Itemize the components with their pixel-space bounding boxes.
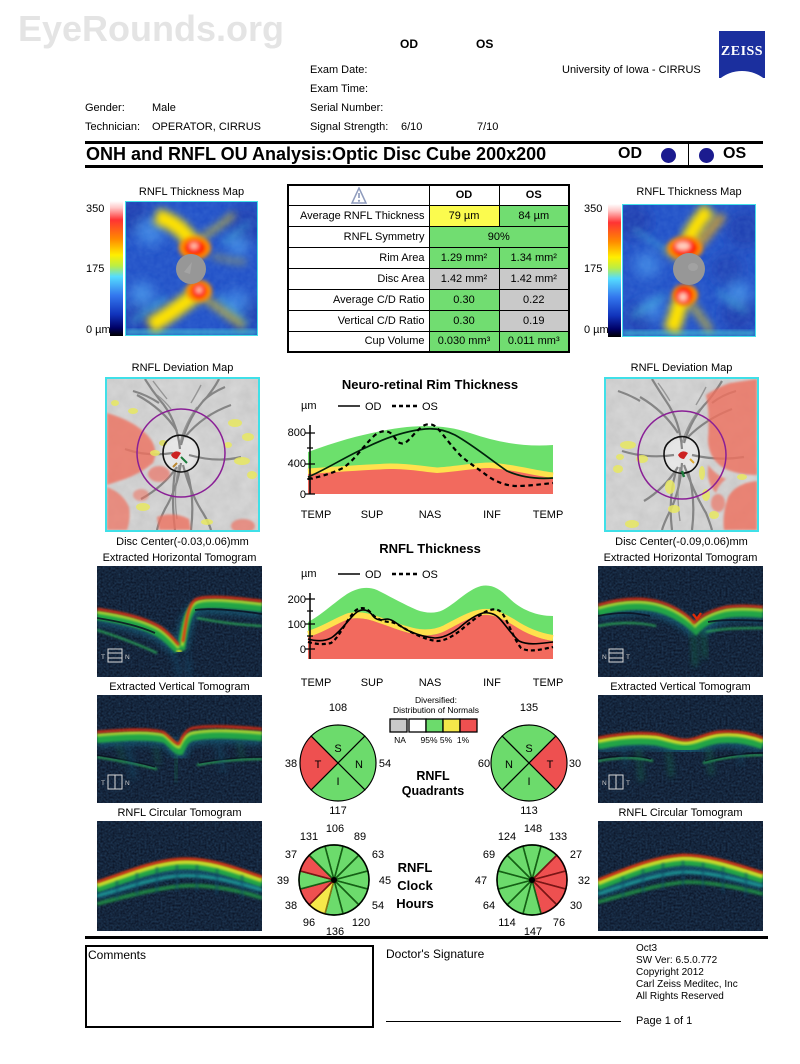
svg-text:SUP: SUP xyxy=(361,509,384,521)
svg-text:54: 54 xyxy=(372,900,384,912)
svg-text:TEMP: TEMP xyxy=(533,509,564,521)
svg-text:N: N xyxy=(602,780,607,787)
svg-text:INF: INF xyxy=(483,677,501,689)
svg-text:NA: NA xyxy=(394,735,406,745)
svg-text:T: T xyxy=(101,780,105,787)
svg-text:NAS: NAS xyxy=(419,509,442,521)
svg-text:NAS: NAS xyxy=(419,677,442,689)
svg-text:0: 0 xyxy=(300,644,306,656)
svg-text:T: T xyxy=(626,654,630,661)
svg-text:30: 30 xyxy=(569,758,581,770)
svg-text:131: 131 xyxy=(300,831,318,843)
svg-text:RNFL: RNFL xyxy=(416,769,450,783)
svg-text:37: 37 xyxy=(285,849,297,861)
svg-text:I: I xyxy=(336,776,339,788)
svg-text:133: 133 xyxy=(549,831,567,843)
svg-text:TEMP: TEMP xyxy=(533,677,564,689)
svg-text:N: N xyxy=(125,780,130,787)
svg-text:96: 96 xyxy=(303,917,315,929)
svg-text:38: 38 xyxy=(285,758,297,770)
svg-text:114: 114 xyxy=(498,917,516,929)
svg-text:200: 200 xyxy=(288,594,306,606)
svg-text:69: 69 xyxy=(483,849,495,861)
svg-text:N: N xyxy=(602,654,607,661)
svg-text:S: S xyxy=(334,743,341,755)
svg-text:124: 124 xyxy=(498,831,516,843)
svg-text:TEMP: TEMP xyxy=(301,677,332,689)
svg-text:147: 147 xyxy=(524,926,542,938)
svg-text:400: 400 xyxy=(288,458,306,470)
svg-text:µm: µm xyxy=(301,400,317,412)
svg-text:N: N xyxy=(355,759,363,771)
svg-text:135: 135 xyxy=(520,702,538,714)
svg-text:108: 108 xyxy=(329,702,347,714)
svg-text:117: 117 xyxy=(329,805,347,817)
svg-text:5%: 5% xyxy=(440,735,453,745)
svg-text:136: 136 xyxy=(326,926,344,938)
svg-text:INF: INF xyxy=(483,509,501,521)
svg-text:39: 39 xyxy=(277,875,289,887)
svg-text:µm: µm xyxy=(301,568,317,580)
svg-text:64: 64 xyxy=(483,900,495,912)
svg-text:Hours: Hours xyxy=(396,896,434,911)
svg-text:60: 60 xyxy=(478,758,490,770)
svg-text:OS: OS xyxy=(422,569,438,581)
svg-text:Clock: Clock xyxy=(397,878,433,893)
svg-text:95%: 95% xyxy=(420,735,437,745)
svg-text:I: I xyxy=(527,776,530,788)
svg-text:1%: 1% xyxy=(457,735,470,745)
svg-text:TEMP: TEMP xyxy=(301,509,332,521)
svg-text:SUP: SUP xyxy=(361,677,384,689)
svg-text:120: 120 xyxy=(352,917,370,929)
svg-text:800: 800 xyxy=(288,427,306,439)
svg-text:Quadrants: Quadrants xyxy=(402,784,465,798)
svg-text:30: 30 xyxy=(570,900,582,912)
svg-text:T: T xyxy=(626,780,630,787)
svg-text:N: N xyxy=(505,759,513,771)
svg-text:89: 89 xyxy=(354,831,366,843)
svg-text:T: T xyxy=(101,654,105,661)
svg-text:76: 76 xyxy=(553,917,565,929)
svg-text:38: 38 xyxy=(285,900,297,912)
svg-text:106: 106 xyxy=(326,823,344,835)
svg-text:27: 27 xyxy=(570,849,582,861)
svg-text:47: 47 xyxy=(475,875,487,887)
svg-text:T: T xyxy=(547,759,554,771)
svg-text:S: S xyxy=(525,743,532,755)
svg-text:63: 63 xyxy=(372,849,384,861)
svg-text:Distribution of Normals: Distribution of Normals xyxy=(393,705,479,715)
svg-text:T: T xyxy=(315,759,322,771)
svg-text:100: 100 xyxy=(288,619,306,631)
svg-text:54: 54 xyxy=(379,758,391,770)
svg-text:113: 113 xyxy=(520,805,538,817)
svg-text:RNFL: RNFL xyxy=(398,860,433,875)
svg-text:Diversified:: Diversified: xyxy=(415,695,457,705)
svg-text:OD: OD xyxy=(365,401,382,413)
svg-text:0: 0 xyxy=(300,489,306,501)
svg-text:45: 45 xyxy=(379,875,391,887)
svg-text:N: N xyxy=(125,654,130,661)
svg-text:32: 32 xyxy=(578,875,590,887)
svg-text:148: 148 xyxy=(524,823,542,835)
svg-text:OS: OS xyxy=(422,401,438,413)
svg-text:OD: OD xyxy=(365,569,382,581)
